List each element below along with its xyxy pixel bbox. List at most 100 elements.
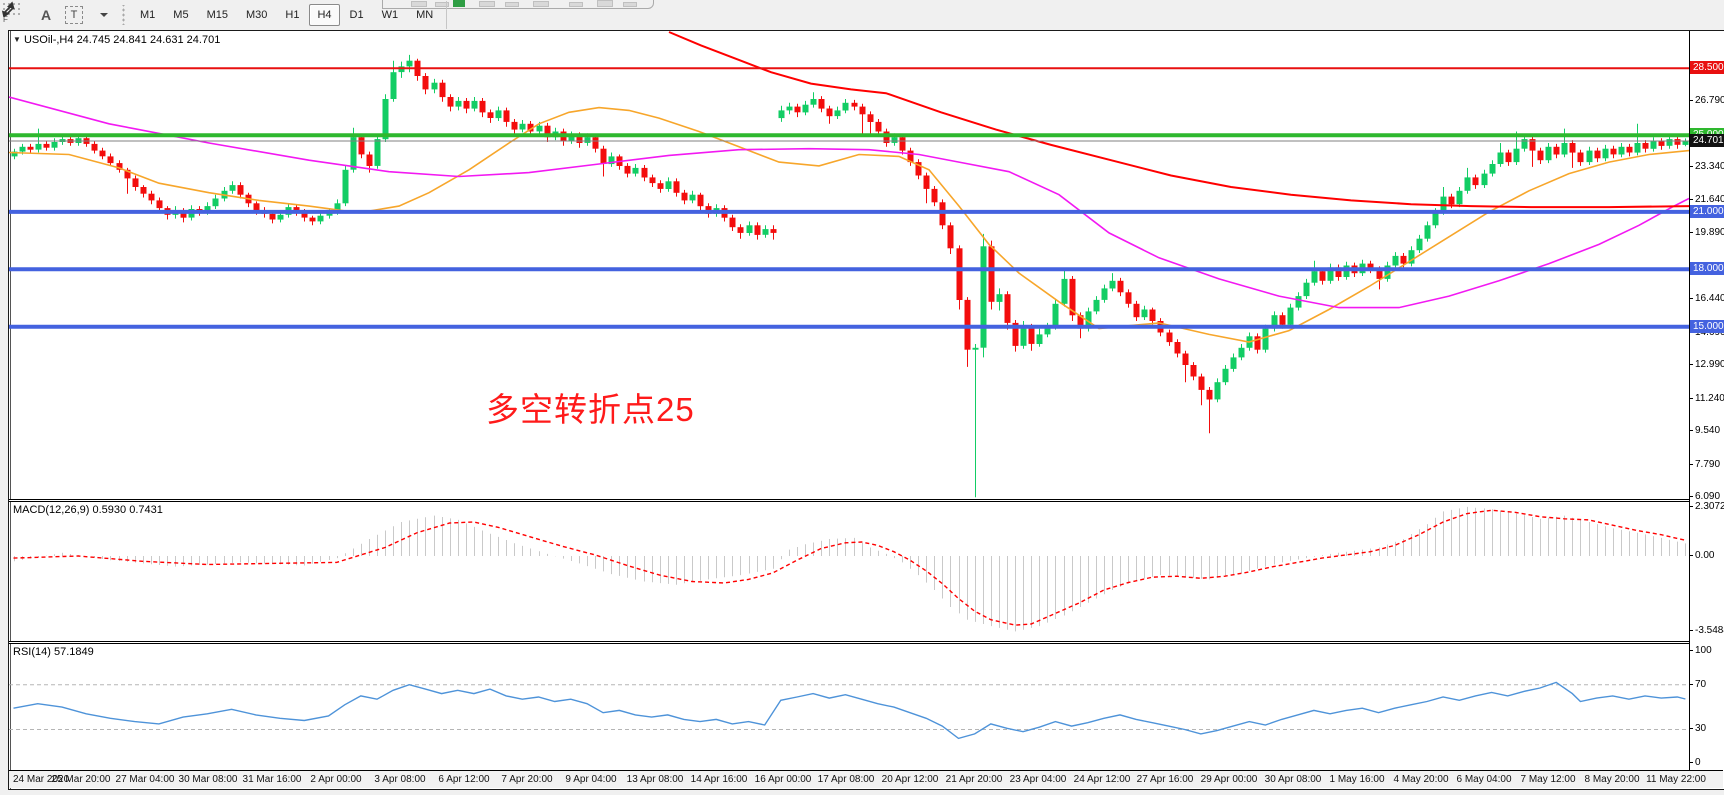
candle-body <box>253 203 260 211</box>
candle-body <box>576 135 583 143</box>
timeframe-button-h4[interactable]: H4 <box>309 4 340 26</box>
candle-body <box>697 194 704 207</box>
timeframe-button-m1[interactable]: M1 <box>140 9 156 21</box>
candle-body <box>1117 280 1124 293</box>
time-axis-label: 30 Mar 08:00 <box>178 774 238 785</box>
candle-body <box>1682 141 1689 145</box>
candle-body <box>406 60 413 67</box>
time-axis-label: 16 Apr 00:00 <box>754 774 812 785</box>
candle-body <box>1335 267 1342 277</box>
candle-body <box>1262 328 1269 350</box>
candle-body <box>1674 139 1681 145</box>
toolbar-gripper[interactable] <box>121 5 126 25</box>
candle-body <box>1497 152 1504 164</box>
candle-body <box>568 135 575 141</box>
time-axis-label: 24 Mar 2020 <box>13 774 70 785</box>
main-chart-panel[interactable]: ▼ USOil-,H4 24.745 24.841 24.631 24.701 … <box>9 31 1689 499</box>
candle-body <box>334 203 341 212</box>
candle-body <box>1650 141 1657 149</box>
candle-body <box>1028 326 1035 344</box>
candle-body <box>778 110 785 119</box>
candle-body <box>1287 307 1294 325</box>
candle-body <box>1594 150 1601 159</box>
clipped-toolbar-icon <box>411 1 427 7</box>
candle-body <box>229 185 236 191</box>
candle-body <box>1311 271 1318 283</box>
time-axis-label: 24 Apr 12:00 <box>1073 774 1131 785</box>
candle-body <box>1012 322 1019 346</box>
candle-body <box>1061 278 1068 304</box>
macd-panel[interactable]: MACD(12,26,9) 0.5930 0.7431 <box>9 502 1689 641</box>
candle-body <box>1658 141 1665 146</box>
panel-separator[interactable] <box>9 641 1723 644</box>
candlestick-plot <box>9 31 1689 498</box>
candle-body <box>1634 143 1641 153</box>
timeframe-button-w1[interactable]: W1 <box>381 9 399 21</box>
candle-body <box>1513 148 1520 163</box>
candle-body <box>842 102 849 111</box>
candle-body <box>947 225 954 249</box>
rsi-panel[interactable]: RSI(14) 57.1849 <box>9 644 1689 770</box>
timeframe-button-h1[interactable]: H1 <box>285 9 300 21</box>
candle-body <box>471 100 478 109</box>
price-axis[interactable]: 26.79023.34021.64019.89016.44014.69012.9… <box>1689 31 1724 770</box>
ma-magenta-line <box>9 96 1689 309</box>
time-axis-label: 21 Apr 20:00 <box>945 774 1003 785</box>
price-tick: 26.790 <box>1690 95 1724 106</box>
candle-body <box>1432 211 1439 226</box>
candle-body <box>1044 326 1051 335</box>
candle-body <box>350 137 357 170</box>
candle-body <box>11 151 18 157</box>
macd-plot <box>13 506 1686 632</box>
time-axis-label: 11 May 22:00 <box>1646 774 1706 785</box>
chart-text-annotation[interactable]: 多空转折点25 <box>486 391 695 428</box>
time-axis-label: 1 May 16:00 <box>1329 774 1385 785</box>
time-axis-label: 6 May 04:00 <box>1456 774 1512 785</box>
candle-body <box>1384 265 1391 279</box>
candle-body <box>1214 382 1221 400</box>
candle-body <box>1376 269 1383 279</box>
candle-body <box>1077 315 1084 329</box>
candle-body <box>519 123 526 130</box>
candle-body <box>455 100 462 107</box>
timeframe-button-m30[interactable]: M30 <box>245 9 268 21</box>
candle-body <box>875 121 882 132</box>
macd-name: MACD(12,26,9) <box>13 504 90 516</box>
candle-body <box>132 178 139 187</box>
candle-body <box>342 169 349 204</box>
candle-body <box>746 225 753 233</box>
candle-body <box>1198 376 1205 390</box>
text-label-tool-button[interactable]: A <box>40 7 52 23</box>
candle-body <box>1295 296 1302 308</box>
candle-body <box>681 192 688 201</box>
timeframe-button-mn[interactable]: MN <box>416 9 434 21</box>
candle-body <box>834 110 841 117</box>
candle-body <box>1618 146 1625 155</box>
timeframe-button-m15[interactable]: M15 <box>206 9 228 21</box>
candle-body <box>689 194 696 201</box>
candle-body <box>269 213 276 220</box>
candle-body <box>382 99 389 140</box>
clipped-toolbar-icon <box>435 2 449 7</box>
candle-body <box>851 102 858 107</box>
candle-body <box>1327 267 1334 281</box>
candle-body <box>1254 336 1261 350</box>
candle-body <box>1529 139 1536 151</box>
price-level-badge: 18.000 <box>1690 262 1724 275</box>
time-axis[interactable]: 24 Mar 2020 25 Mar 20:00 27 Mar 04:00 30 Ma… <box>9 770 1723 788</box>
candle-body <box>1319 271 1326 281</box>
candle-body <box>1424 225 1431 239</box>
chart-title: ▼ USOil-,H4 24.745 24.841 24.631 24.701 <box>13 34 220 46</box>
rsi-plot <box>9 681 1689 740</box>
rsi-label: RSI(14) 57.1849 <box>13 646 94 658</box>
panel-separator[interactable] <box>9 499 1723 502</box>
text-box-tool-button[interactable]: T <box>63 3 85 27</box>
arrows-tool-button[interactable] <box>1 1 113 27</box>
time-axis-label: 23 Apr 04:00 <box>1009 774 1067 785</box>
timeframe-button-d1[interactable]: D1 <box>349 9 364 21</box>
candle-body <box>1133 303 1140 318</box>
price-level-badge: 24.701 <box>1690 134 1724 147</box>
timeframe-button-m5[interactable]: M5 <box>173 9 189 21</box>
candle-body <box>1464 177 1471 191</box>
candle-body <box>431 82 438 90</box>
